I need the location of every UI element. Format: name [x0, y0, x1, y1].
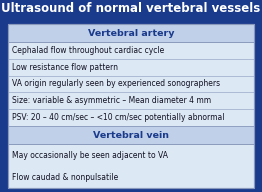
- Text: Vertebral artery: Vertebral artery: [88, 28, 174, 37]
- Text: Size: variable & asymmetric – Mean diameter 4 mm: Size: variable & asymmetric – Mean diame…: [12, 96, 211, 105]
- Text: VA origin regularly seen by experienced sonographers: VA origin regularly seen by experienced …: [12, 79, 220, 89]
- Text: PSV: 20 – 40 cm/sec – <10 cm/sec potentially abnormal: PSV: 20 – 40 cm/sec – <10 cm/sec potenti…: [12, 113, 225, 122]
- Text: Low resistance flow pattern: Low resistance flow pattern: [12, 63, 118, 72]
- Text: Flow caudad & nonpulsatile: Flow caudad & nonpulsatile: [12, 172, 118, 181]
- Text: Cephalad flow throughout cardiac cycle: Cephalad flow throughout cardiac cycle: [12, 46, 164, 55]
- Bar: [8, 24, 254, 42]
- Bar: [8, 126, 254, 144]
- Bar: [8, 24, 254, 188]
- Text: May occasionally be seen adjacent to VA: May occasionally be seen adjacent to VA: [12, 151, 168, 160]
- Bar: [8, 24, 254, 188]
- Text: Vertebral vein: Vertebral vein: [93, 131, 169, 140]
- Text: Ultrasound of normal vertebral vessels: Ultrasound of normal vertebral vessels: [1, 2, 261, 16]
